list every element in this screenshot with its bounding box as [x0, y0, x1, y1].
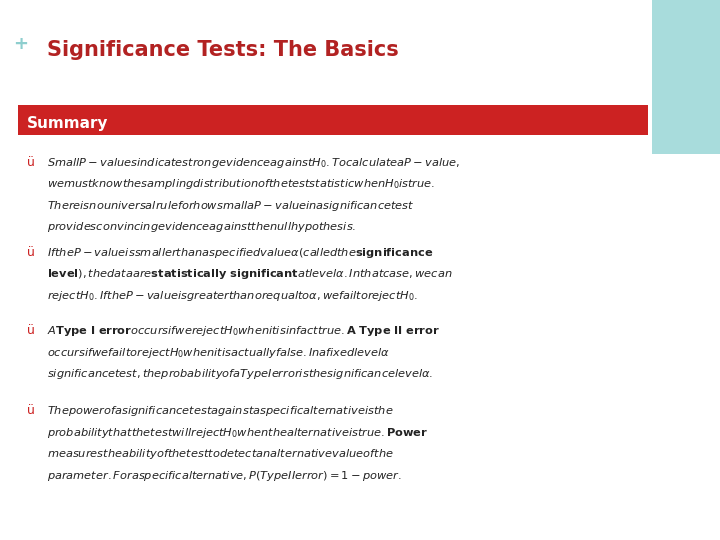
Text: Significance Tests: The Basics: Significance Tests: The Basics [47, 40, 399, 60]
Text: $The power of a significance test against a specific alternative is the$: $The power of a significance test agains… [47, 404, 393, 418]
Text: $\mathbf{level}), the data are \mathbf{statistically\ significant} at level \alp: $\mathbf{level}), the data are \mathbf{s… [47, 267, 452, 281]
Text: $we must know the sampling distribution of the test statistic when \mathit{H}_0 : $we must know the sampling distribution … [47, 177, 435, 191]
Text: ü: ü [27, 156, 35, 168]
Text: $There is no universal rule for how small a \mathit{P}-value in a significance t: $There is no universal rule for how smal… [47, 199, 414, 213]
Text: +: + [13, 35, 28, 53]
Text: $If the \mathit{P}-value is smaller than a specified value \alpha (called the \m: $If the \mathit{P}-value is smaller than… [47, 246, 433, 260]
Text: $provides convincing evidence against the null hypothesis.$: $provides convincing evidence against th… [47, 220, 356, 234]
Text: $reject \mathit{H}_0 . If the \mathit{P}-value is greater than or equal to \alph: $reject \mathit{H}_0 . If the \mathit{P}… [47, 289, 418, 303]
Text: $significance test, the probability of a Type I error is the significance level : $significance test, the probability of a… [47, 367, 433, 381]
Text: $probability that the test will reject \mathit{H}_0 when the alternative is true: $probability that the test will reject \… [47, 426, 428, 440]
Text: Summary: Summary [27, 116, 109, 131]
Bar [18, 105, 648, 135]
Text: $Small \mathit{P}-values indicate strong evidence against \mathit{H}_0. To calcu: $Small \mathit{P}-values indicate strong… [47, 156, 460, 170]
Text: ü: ü [27, 246, 35, 259]
Text: $parameter. For a specific alternative, \mathit{P}(Type II error) = 1 - power.$: $parameter. For a specific alternative, … [47, 469, 402, 483]
Text: ü: ü [27, 324, 35, 337]
Text: $measures the ability of the test to detect an alternative value of the$: $measures the ability of the test to det… [47, 447, 394, 461]
Text: ü: ü [27, 404, 35, 417]
Text: $occurs if we fail to reject \mathit{H}_0 when it is actually false. In a fixed : $occurs if we fail to reject \mathit{H}_… [47, 346, 390, 360]
Bar [652, 0, 720, 154]
Text: $A \mathbf{Type\ I\ error} occurs if we reject \mathit{H}_0 when it is in fact t: $A \mathbf{Type\ I\ error} occurs if we … [47, 324, 440, 338]
